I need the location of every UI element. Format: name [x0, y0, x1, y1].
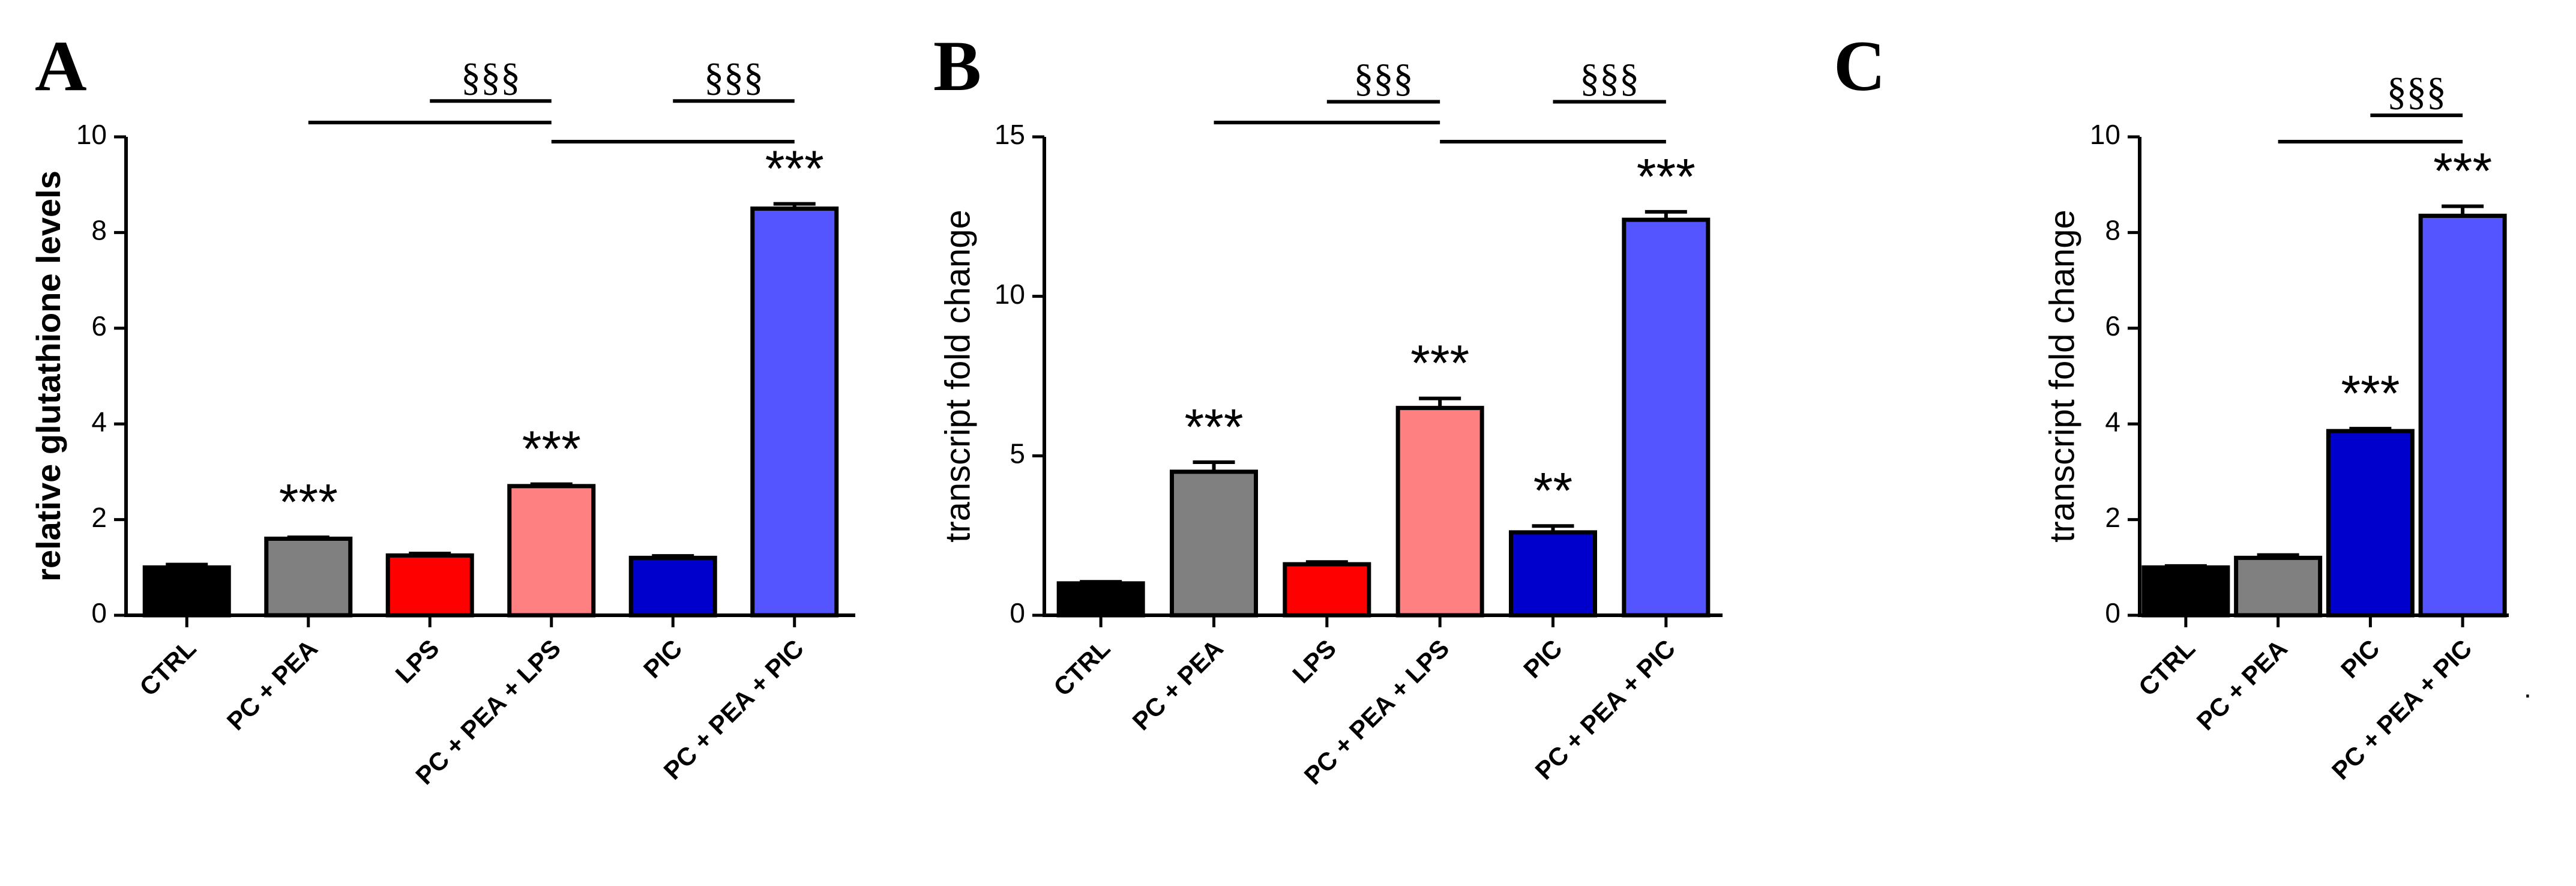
category-label: PC + PEA [1127, 634, 1228, 735]
bar [1170, 469, 1258, 618]
bar [628, 555, 717, 618]
significance-stars: *** [765, 140, 824, 197]
y-tick-label: 5 [1010, 438, 1025, 469]
panel-letter: A [35, 26, 87, 106]
category-label: PIC [1518, 634, 1568, 684]
category-label: CTRL [134, 634, 201, 701]
y-axis-label: transcript fold change [938, 209, 977, 543]
stray-dot: . [2524, 672, 2532, 704]
significance-stars: *** [279, 474, 338, 530]
category-label: PC + PEA [2191, 634, 2293, 735]
bar [2141, 565, 2230, 618]
y-tick-label: 10 [2090, 119, 2120, 150]
bar [2326, 429, 2415, 618]
panel-letter: B [933, 26, 981, 106]
significance-section-marks: §§§ [1580, 56, 1639, 100]
y-tick-label: 6 [91, 310, 107, 342]
significance-section-marks: §§§ [461, 55, 520, 99]
bar [750, 206, 839, 618]
significance-stars: ** [1533, 462, 1572, 519]
significance-section-marks: §§§ [2387, 70, 2446, 113]
significance-section-marks: §§§ [1354, 56, 1413, 100]
y-tick-label: 0 [91, 597, 107, 628]
category-label: PIC [2335, 634, 2385, 684]
bar [507, 484, 596, 618]
y-tick-label: 2 [91, 502, 107, 533]
y-tick-label: 10 [995, 279, 1025, 310]
significance-stars: *** [1410, 335, 1469, 391]
bar [1622, 217, 1711, 618]
bar [1283, 562, 1371, 618]
category-label: CTRL [1048, 634, 1115, 701]
y-tick-label: 4 [91, 406, 107, 437]
bar [1056, 581, 1145, 618]
y-tick-label: 8 [91, 215, 107, 246]
category-label: LPS [390, 634, 445, 689]
category-label: CTRL [2133, 634, 2200, 701]
y-axis-label: relative glutathione levels [29, 170, 67, 582]
y-tick-label: 0 [2105, 597, 2120, 628]
category-label: PC + PEA [221, 634, 323, 735]
significance-stars: *** [1637, 148, 1696, 205]
bar [2418, 214, 2507, 618]
y-tick-label: 8 [2105, 215, 2120, 246]
significance-stars: *** [1184, 399, 1243, 455]
panel-letter: C [1834, 26, 1886, 106]
bar [264, 536, 353, 618]
category-label: LPS [1287, 634, 1341, 689]
y-tick-label: 10 [76, 119, 107, 150]
significance-section-marks: §§§ [704, 55, 763, 99]
bar [1395, 406, 1484, 618]
y-tick-label: 15 [995, 119, 1025, 150]
significance-stars: *** [522, 421, 581, 477]
y-tick-label: 6 [2105, 310, 2120, 342]
significance-stars: *** [2341, 365, 2400, 421]
bar [2234, 555, 2323, 618]
y-axis-label: transcript fold change [2042, 209, 2081, 543]
significance-stars: *** [2433, 143, 2492, 199]
bar [1509, 530, 1597, 618]
y-tick-label: 2 [2105, 502, 2120, 533]
y-tick-label: 4 [2105, 406, 2120, 437]
bar [385, 553, 474, 618]
bar [142, 565, 231, 618]
y-tick-label: 0 [1010, 597, 1025, 628]
category-label: PIC [638, 634, 688, 684]
